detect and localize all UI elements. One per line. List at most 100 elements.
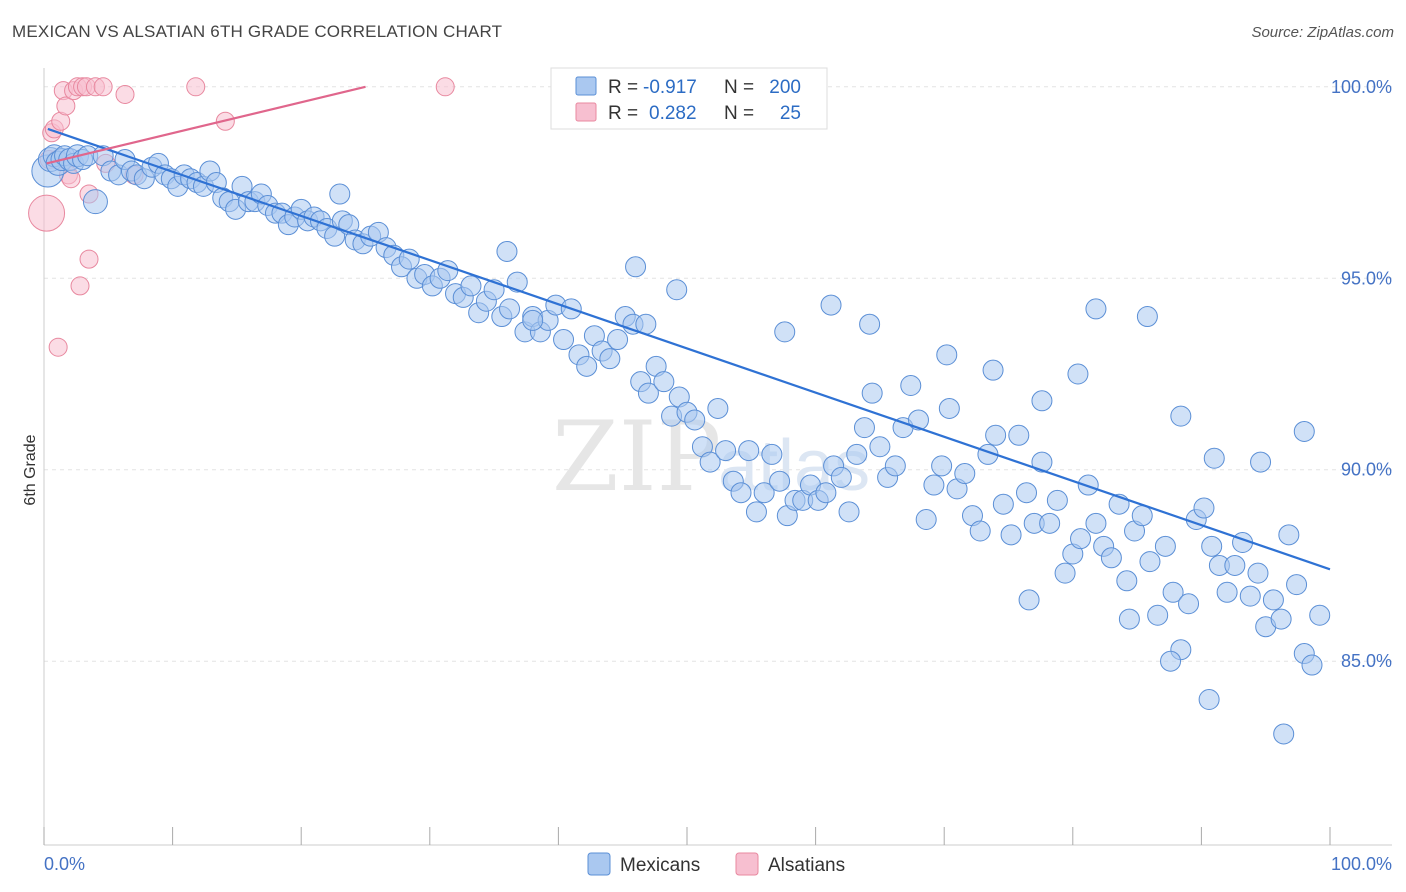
mexicans-point [1046, 489, 1068, 511]
mexicans-point [1170, 405, 1192, 427]
x-tick-label-max: 100.0% [1331, 854, 1392, 874]
mexicans-point [82, 189, 108, 215]
mexicans-point [1039, 512, 1061, 534]
mexicans-point [915, 509, 937, 531]
alsatians-point [79, 249, 99, 269]
legend-label-mexicans: Mexicans [620, 855, 700, 876]
legend-swatch-mexicans [575, 76, 597, 96]
mexicans-point [982, 359, 1004, 381]
mexicans-point [625, 256, 647, 278]
legend-label-alsatians: Alsatians [768, 855, 845, 876]
mexicans-point [820, 294, 842, 316]
mexicans-point [499, 298, 521, 320]
mexicans-point [1160, 650, 1182, 672]
mexicans-point [923, 474, 945, 496]
y-tick-label: 95.0% [1341, 268, 1392, 288]
mexicans-point [1262, 589, 1284, 611]
mexicans-point [769, 470, 791, 492]
mexicans-point [522, 309, 544, 331]
alsatians-trend-line [46, 85, 366, 165]
mexicans-point [745, 501, 767, 523]
mexicans-point [1016, 482, 1038, 504]
mexicans-point [861, 382, 883, 404]
mexicans-point [553, 329, 575, 351]
mexicans-point [1054, 562, 1076, 584]
mexicans-point [1067, 363, 1089, 385]
mexicans-point [653, 371, 675, 393]
bottom-swatch-mexicans [587, 852, 611, 876]
mexicans-point [496, 240, 518, 262]
source-credit: Source: ZipAtlas.com [1251, 24, 1394, 41]
mexicans-point [699, 451, 721, 473]
mexicans-point [1085, 512, 1107, 534]
mexicans-point [869, 436, 891, 458]
mexicans-point [846, 443, 868, 465]
mexicans-point [730, 482, 752, 504]
mexicans-point [1203, 447, 1225, 469]
alsatians-point [70, 276, 90, 296]
mexicans-point [1147, 604, 1169, 626]
legend-r-label-2: R = [608, 103, 638, 124]
grid-lines [44, 86, 1392, 662]
mexicans-point [1270, 608, 1292, 630]
alsatians-point [93, 77, 113, 97]
mexicans-point [1077, 474, 1099, 496]
y-tick-label: 90.0% [1341, 460, 1392, 480]
chart-title: MEXICAN VS ALSATIAN 6TH GRADE CORRELATIO… [12, 22, 503, 41]
mexicans-point [576, 355, 598, 377]
mexicans-point [1070, 528, 1092, 550]
legend-swatch-alsatians [575, 102, 597, 122]
mexicans-point [1286, 574, 1308, 596]
mexicans-point [460, 275, 482, 297]
mexicans-point [969, 520, 991, 542]
y-axis-title: 6th Grade [22, 434, 39, 505]
mexicans-point [1139, 551, 1161, 573]
mexicans-point [1301, 654, 1323, 676]
mexicans-point [506, 271, 528, 293]
mexicans-point [684, 409, 706, 431]
bottom-swatch-alsatians [735, 852, 759, 876]
mexicans-point [1131, 505, 1153, 527]
mexicans-point [1224, 554, 1246, 576]
trend-lines [46, 85, 1331, 571]
legend-r-value-1: -0.917 [643, 77, 697, 98]
mexicans-point [1136, 306, 1158, 328]
mexicans-point [1085, 298, 1107, 320]
mexicans-point [1216, 581, 1238, 603]
mexicans-point [907, 409, 929, 431]
mexicans-point [1309, 604, 1331, 626]
mexicans-point [1273, 723, 1295, 745]
mexicans-point [954, 463, 976, 485]
stats-legend: R = -0.917 N = 200 R = 0.282 N = 25 [550, 67, 828, 130]
mexicans-point [1162, 581, 1184, 603]
mexicans-point [1154, 535, 1176, 557]
mexicans-point [738, 440, 760, 462]
legend-n-value-1: 200 [769, 77, 801, 98]
mexicans-point [830, 466, 852, 488]
alsatians-point [435, 77, 455, 97]
mexicans-point [707, 397, 729, 419]
series-legend: Mexicans Alsatians [587, 852, 845, 876]
mexicans-point [1239, 585, 1261, 607]
mexicans-point [985, 424, 1007, 446]
mexicans-trend-line [47, 127, 1331, 571]
mexicans-point [938, 397, 960, 419]
legend-n-label-2: N = [724, 103, 754, 124]
y-tick-label: 100.0% [1331, 77, 1392, 97]
mexicans-point [1031, 390, 1053, 412]
legend-n-label-1: N = [724, 77, 754, 98]
mexicans-point [753, 482, 775, 504]
mexicans-point [1193, 497, 1215, 519]
mexicans-point [715, 440, 737, 462]
mexicans-point [1293, 420, 1315, 442]
mexicans-point [1278, 524, 1300, 546]
mexicans-point [931, 455, 953, 477]
mexicans-point [1008, 424, 1030, 446]
alsatians-point [115, 84, 135, 104]
mexicans-point [666, 279, 688, 301]
mexicans-point [884, 455, 906, 477]
x-tick-label-min: 0.0% [44, 854, 85, 874]
mexicans-point [1250, 451, 1272, 473]
mexicans-point [1031, 451, 1053, 473]
